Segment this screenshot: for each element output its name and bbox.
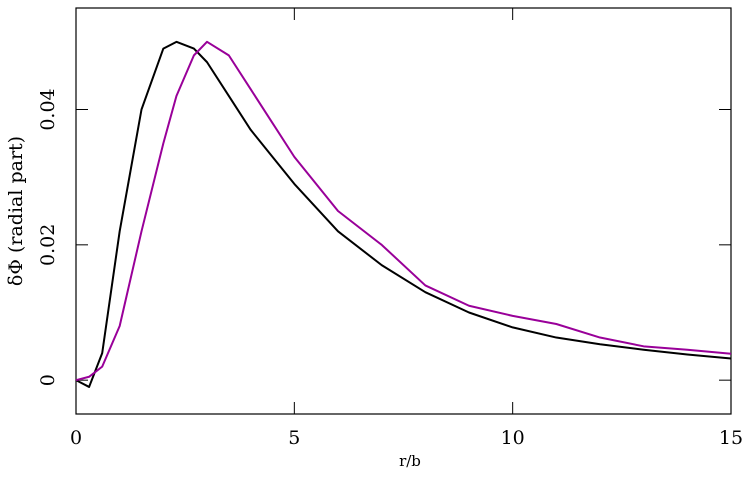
x-tick-label: 0: [70, 427, 82, 449]
x-tick-label: 10: [501, 427, 525, 449]
y-tick-label: 0.04: [37, 88, 59, 130]
y-tick-label: 0: [37, 374, 59, 386]
plot-frame: [75, 7, 732, 415]
x-tick-label: 15: [719, 427, 743, 449]
x-axis-label: r/b: [399, 452, 421, 470]
x-tick-label: 5: [288, 427, 300, 449]
y-tick-label: 0.02: [37, 224, 59, 266]
line-series: [75, 40, 732, 382]
y-axis-label: δΦ (radial part): [5, 136, 27, 286]
line-series: [75, 40, 732, 388]
